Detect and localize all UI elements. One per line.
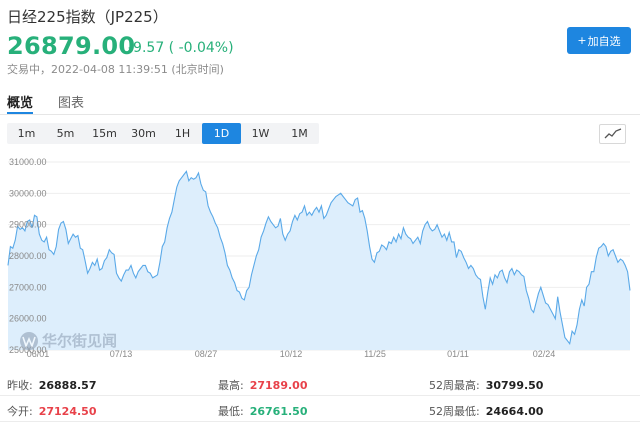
stat-label: 今开: xyxy=(7,405,33,418)
period-1h[interactable]: 1H xyxy=(174,127,191,140)
x-tick-label: 11/25 xyxy=(364,349,386,359)
index-title: 日经225指数（JP225） xyxy=(7,8,168,26)
x-tick-label: 01/11 xyxy=(447,349,469,359)
x-tick-label: 06/01 xyxy=(27,349,50,359)
period-5m[interactable]: 5m xyxy=(56,127,75,140)
stat-prev-close: 昨收: 26888.57 xyxy=(7,377,96,393)
y-tick-label: 29000.00 xyxy=(9,220,47,230)
period-30m[interactable]: 30m xyxy=(131,127,156,140)
stats-row: 昨收: 26888.57 最高: 27189.00 52周最高: 30799.50 xyxy=(0,370,640,396)
stat-label: 52周最低: xyxy=(429,405,480,418)
y-tick-label: 25000.00 xyxy=(9,345,47,355)
period-1m[interactable]: 1m xyxy=(17,127,36,140)
x-tick-label: 02/24 xyxy=(533,349,556,359)
stat-label: 最高: xyxy=(218,379,244,392)
stat-value: 26888.57 xyxy=(38,379,97,392)
trade-status: 交易中，2022-04-08 11:39:51 (北京时间) xyxy=(7,63,224,76)
x-tick-label: 07/13 xyxy=(110,349,133,359)
stats-row: 今开: 27124.50 最低: 26761.50 52周最低: 24664.00 xyxy=(0,396,640,422)
price-area xyxy=(8,171,630,350)
period-1d[interactable]: 1D xyxy=(202,123,241,144)
stat-high: 最高: 27189.00 xyxy=(218,377,307,393)
tab-chart[interactable]: 图表 xyxy=(58,96,85,111)
add-to-watchlist-label: 加自选 xyxy=(587,34,621,48)
current-price: 26879.00 xyxy=(7,32,136,60)
chart-type-button[interactable] xyxy=(599,124,626,144)
stat-value: 24664.00 xyxy=(485,405,544,418)
price-line xyxy=(7,170,631,345)
y-tick-label: 30000.00 xyxy=(9,188,47,198)
period-1w[interactable]: 1W xyxy=(251,127,270,140)
period-selector: 1m 5m 15m 30m 1H 1D 1W 1M xyxy=(7,123,319,144)
stat-label: 最低: xyxy=(218,405,244,418)
y-tick-label: 26000.00 xyxy=(9,314,47,324)
y-tick-label: 27000.00 xyxy=(9,282,47,292)
stat-low: 最低: 26761.50 xyxy=(218,403,307,419)
y-tick-label: 31000.00 xyxy=(9,157,47,167)
watermark: 华尔街见闻 xyxy=(19,330,117,351)
watermark-logo-icon xyxy=(20,331,38,350)
tab-overview[interactable]: 概览 xyxy=(7,96,34,111)
plus-icon: + xyxy=(577,34,587,47)
period-1mo[interactable]: 1M xyxy=(291,127,308,140)
active-tab-indicator xyxy=(7,112,33,114)
stat-value: 26761.50 xyxy=(249,405,308,418)
y-tick-label: 28000.00 xyxy=(9,251,47,261)
line-chart-icon xyxy=(604,128,621,139)
stat-52w-high: 52周最高: 30799.50 xyxy=(429,377,543,393)
stat-52w-low: 52周最低: 24664.00 xyxy=(429,403,543,419)
stat-value: 27124.50 xyxy=(38,405,97,418)
stat-value: 27189.00 xyxy=(249,379,308,392)
price-chart[interactable]: 31000.00 30000.00 29000.00 28000.00 27000.00… xyxy=(0,150,640,360)
tab-divider xyxy=(0,114,640,115)
x-tick-label: 08/27 xyxy=(195,349,218,359)
stat-label: 昨收: xyxy=(7,379,33,392)
price-change: -9.57 ( -0.04%) xyxy=(128,40,234,56)
stat-open: 今开: 27124.50 xyxy=(7,403,96,419)
x-tick-label: 10/12 xyxy=(280,349,303,359)
stat-value: 30799.50 xyxy=(485,379,544,392)
add-to-watchlist-button[interactable]: + 加自选 xyxy=(567,27,631,54)
period-15m[interactable]: 15m xyxy=(92,127,117,140)
stat-label: 52周最高: xyxy=(429,379,480,392)
watermark-text: 华尔街见闻 xyxy=(42,332,118,350)
